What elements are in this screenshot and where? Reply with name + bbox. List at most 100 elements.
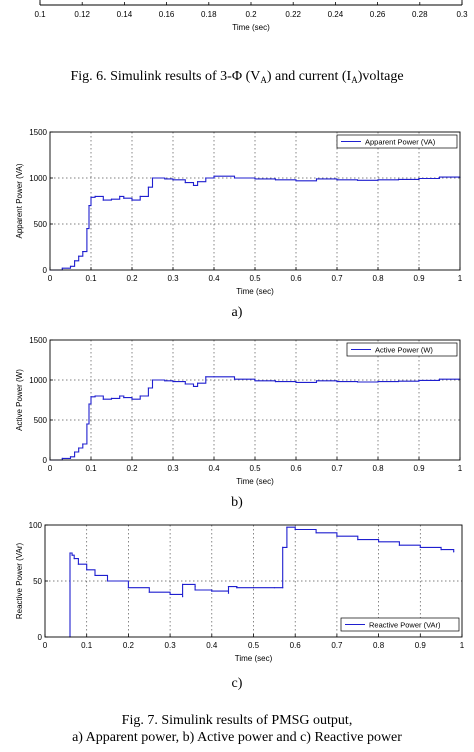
data-point <box>61 267 63 269</box>
data-point <box>274 179 277 181</box>
y-tick-label: 50 <box>33 577 42 586</box>
data-point <box>295 381 297 383</box>
data-point <box>418 177 420 180</box>
data-point <box>164 178 166 180</box>
apparent-power-chart: 0 0.1 0.2 0.3 0.4 0.5 0.6 0.7 0.8 0.9 1 0 500 1000 150… <box>15 128 463 296</box>
x-axis-label: Time (sec) <box>236 477 274 486</box>
data-point <box>74 260 76 262</box>
data-point <box>110 397 113 399</box>
x-tick-label: 0 <box>48 464 53 473</box>
data-point <box>252 587 255 589</box>
x-tick-label: 0 <box>48 274 53 283</box>
data-point <box>148 591 150 593</box>
x-tick-label: 0.8 <box>372 274 384 283</box>
data-point <box>82 443 84 445</box>
data-point <box>131 398 133 400</box>
x-tick-label: 0.7 <box>331 274 343 283</box>
x-axis-label: Time (sec) <box>236 287 274 296</box>
x-tick-label: 0.2 <box>126 274 138 283</box>
x-tick-label: 0.9 <box>413 464 425 473</box>
x-tick-label: 0.9 <box>415 641 427 650</box>
fig6-x-tick-label: 0.28 <box>412 10 428 19</box>
data-point <box>147 186 149 188</box>
data-point <box>418 379 420 381</box>
data-point <box>86 228 88 230</box>
x-tick-label: 0.6 <box>290 274 302 283</box>
y-axis-label: Apparent Power (VA) <box>15 163 24 238</box>
data-point <box>397 380 400 382</box>
y-tick-label: 1000 <box>29 174 47 183</box>
x-tick-label: 0.6 <box>290 464 302 473</box>
data-point <box>106 580 109 582</box>
fig7-caption-line1: Fig. 7. Simulink results of PMSG output, <box>121 713 353 728</box>
fig6-x-axis-label: Time (sec) <box>232 23 270 32</box>
x-tick-label: 1 <box>458 464 463 473</box>
data-point <box>286 546 288 548</box>
legend-label: Apparent Power (VA) <box>365 138 436 147</box>
data-point <box>213 376 215 378</box>
data-point <box>82 251 84 253</box>
data-point <box>78 447 80 449</box>
data-point <box>315 178 318 180</box>
reactive-power-chart: 0 0.1 0.2 0.3 0.4 0.5 0.6 0.7 0.8 0.9 1 0 50 100 Time … <box>15 521 465 663</box>
y-axis-label: Active Power (W) <box>15 369 24 431</box>
legend-label: Active Power (W) <box>375 346 433 355</box>
data-point <box>273 587 275 589</box>
x-tick-label: 0.3 <box>167 464 179 473</box>
data-point <box>147 387 149 389</box>
fig6-x-tick-label: 0.14 <box>117 10 133 19</box>
data-point <box>90 396 92 398</box>
data-point <box>294 528 296 531</box>
fig6-x-tick-label: 0.3 <box>456 10 468 19</box>
data-point <box>254 380 256 382</box>
y-tick-label: 0 <box>43 456 48 465</box>
data-point <box>197 382 199 384</box>
fig7a-plot: 0 0.1 0.2 0.3 0.4 0.5 0.6 0.7 0.8 0.9 1 0 500 1000 150… <box>0 122 474 314</box>
fig6-x-tick-label: 0.1 <box>34 10 46 19</box>
fig6-caption-suffix: )voltage <box>357 69 404 84</box>
data-point <box>61 457 63 459</box>
data-point <box>151 177 154 179</box>
data-point <box>123 397 125 399</box>
axes-frame <box>49 339 461 461</box>
fig7c-plot: 0 0.1 0.2 0.3 0.4 0.5 0.6 0.7 0.8 0.9 1 0 50 100 Time … <box>0 513 474 675</box>
legend-label: Reactive Power (VAr) <box>369 621 441 630</box>
data-point <box>377 381 379 383</box>
axes-frame <box>49 131 461 271</box>
data-point <box>378 541 380 543</box>
data-point <box>74 451 76 453</box>
data-point <box>69 265 72 267</box>
data-point <box>90 196 92 198</box>
x-axis-label: Time (sec) <box>235 654 273 663</box>
data-point <box>192 385 195 387</box>
data-point <box>94 195 96 197</box>
data-point <box>194 589 196 591</box>
data-point <box>86 423 88 425</box>
x-tick-label: 0.2 <box>126 464 138 473</box>
data-point <box>295 180 297 182</box>
data-point <box>211 590 213 592</box>
data-point <box>274 381 277 383</box>
data-point <box>88 403 90 405</box>
x-tick-label: 0.5 <box>249 274 261 283</box>
data-point <box>440 549 442 551</box>
fig6-axes: 0.1 0.12 0.14 0.16 0.18 0.2 0.22 0.24 0.26 0.28 0.… <box>34 0 468 32</box>
data-point <box>119 395 121 397</box>
y-tick-label: 1000 <box>29 376 47 385</box>
data-point <box>453 551 455 553</box>
data-point <box>336 535 338 537</box>
x-tick-label: 0 <box>43 641 48 650</box>
data-point <box>119 195 121 197</box>
data-point <box>336 179 338 181</box>
x-tick-label: 0.8 <box>372 464 384 473</box>
data-point <box>398 544 400 546</box>
fig6-x-tick-label: 0.18 <box>201 10 217 19</box>
data-point <box>438 176 441 178</box>
data-point <box>102 199 104 201</box>
data-point <box>88 205 90 207</box>
data-point <box>139 195 141 197</box>
fig6-x-tick-label: 0.12 <box>74 10 90 19</box>
x-tick-label: 0.2 <box>123 641 135 650</box>
data-point <box>315 380 318 382</box>
data-point <box>194 586 196 588</box>
